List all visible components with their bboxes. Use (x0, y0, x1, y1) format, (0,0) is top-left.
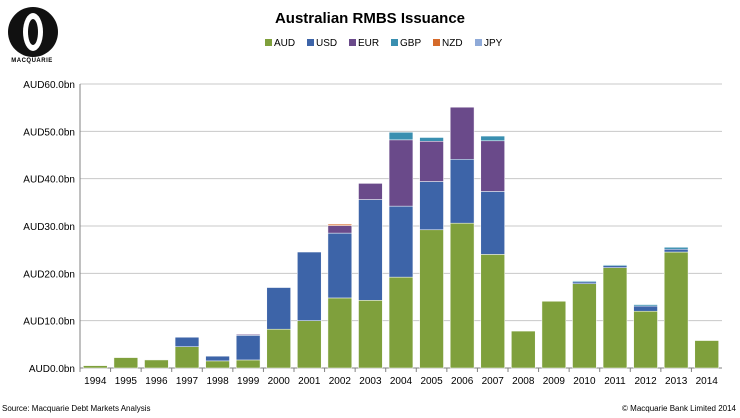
bar-gbp-2013 (663, 247, 689, 250)
x-tick-label: 2000 (268, 376, 291, 387)
x-tick-label: 1998 (206, 376, 229, 387)
x-tick-label: 2013 (665, 376, 688, 387)
bar-aud-2008 (511, 330, 536, 369)
x-tick-label: 2003 (359, 376, 382, 387)
bar-usd-2012 (633, 305, 658, 312)
x-tick-label: 2004 (390, 376, 413, 387)
x-tick-label: 1999 (237, 376, 260, 387)
x-tick-label: 2012 (634, 376, 657, 387)
x-tick-label: 2007 (482, 376, 505, 387)
bar-aud-1995 (113, 357, 139, 369)
bar-aud-2013 (663, 251, 689, 369)
bar-usd-2004 (388, 205, 414, 278)
bar-gbp-2004 (388, 132, 414, 141)
y-tick-label: AUD40.0bn (23, 175, 75, 186)
y-tick-label: AUD60.0bn (23, 80, 75, 91)
bar-aud-2002 (327, 297, 353, 369)
bar-aud-2014 (694, 340, 719, 369)
bar-aud-2006 (449, 222, 475, 369)
bar-aud-1998 (205, 360, 230, 369)
bar-eur-2006 (449, 106, 475, 160)
legend-label-nzd: NZD (442, 38, 463, 49)
bar-aud-2000 (266, 328, 291, 369)
bar-usd-1999 (235, 335, 261, 361)
x-tick-label: 2005 (420, 376, 443, 387)
x-tick-label: 2008 (512, 376, 535, 387)
bar-usd-2002 (327, 232, 353, 299)
x-tick-label: 1994 (84, 376, 107, 387)
legend-swatch-aud (265, 39, 272, 46)
bar-eur-2005 (419, 141, 444, 182)
bar-gbp-2005 (419, 137, 444, 142)
bar-aud-2009 (541, 301, 567, 369)
x-tick-label: 2002 (329, 376, 352, 387)
x-tick-label: 2010 (573, 376, 596, 387)
chart-title: Australian RMBS Issuance (274, 10, 466, 27)
legend-label-gbp: GBP (400, 38, 421, 49)
bar-eur-2007 (480, 140, 505, 192)
legend-swatch-jpy (475, 39, 482, 46)
y-tick-label: AUD10.0bn (23, 317, 75, 328)
bar-aud-1999 (235, 359, 261, 369)
bar-aud-2003 (358, 300, 383, 369)
bar-usd-2003 (358, 199, 383, 301)
bar-usd-1998 (205, 355, 230, 362)
bar-gbp-2010 (572, 280, 597, 283)
bar-usd-2010 (572, 281, 597, 284)
bar-eur-2003 (358, 183, 383, 200)
bar-aud-1994 (83, 365, 108, 369)
x-tick-label: 2011 (604, 376, 626, 387)
bar-aud-2007 (480, 254, 505, 369)
x-tick-label: 1995 (115, 376, 138, 387)
bar-eur-2002 (327, 225, 353, 234)
bar-nzd-2002 (327, 223, 353, 226)
y-tick-label: AUD30.0bn (23, 222, 75, 233)
bar-usd-2001 (297, 251, 322, 321)
y-tick-label: AUD0.0bn (29, 364, 75, 375)
legend-label-jpy: JPY (484, 38, 503, 49)
bar-usd-2007 (480, 191, 505, 255)
copyright-note: © Macquarie Bank Limited 2014 (622, 404, 736, 413)
x-tick-label: 2001 (298, 376, 321, 387)
bar-gbp-2011 (602, 264, 628, 267)
bar-eur-2004 (388, 139, 414, 207)
legend-swatch-gbp (391, 39, 398, 46)
legend-label-eur: EUR (358, 38, 379, 49)
bar-aud-2004 (388, 276, 414, 369)
bar-aud-1997 (174, 346, 200, 369)
y-tick-label: AUD50.0bn (23, 127, 75, 138)
logo-text: MACQUARIE (11, 58, 53, 64)
bar-aud-2005 (419, 229, 444, 369)
legend-swatch-nzd (433, 39, 440, 46)
bar-usd-1997 (174, 336, 200, 347)
x-tick-label: 2009 (543, 376, 566, 387)
bar-aud-2001 (297, 320, 322, 369)
legend-label-usd: USD (316, 38, 337, 49)
bar-aud-2012 (633, 310, 658, 369)
macquarie-logo (6, 4, 60, 64)
legend-swatch-eur (349, 39, 356, 46)
x-tick-label: 2014 (696, 376, 719, 387)
x-tick-label: 2006 (451, 376, 474, 387)
x-tick-label: 1997 (176, 376, 199, 387)
legend-swatch-usd (307, 39, 314, 46)
bar-usd-2013 (663, 248, 689, 253)
x-tick-label: 1996 (145, 376, 168, 387)
bar-usd-2006 (449, 159, 475, 224)
bar-aud-2011 (602, 267, 628, 369)
bar-gbp-2007 (480, 135, 505, 142)
legend-label-aud: AUD (274, 38, 295, 49)
bar-usd-2011 (602, 265, 628, 268)
bar-aud-2010 (572, 283, 597, 369)
bar-eur-1999 (235, 334, 261, 336)
bar-usd-2005 (419, 181, 444, 231)
y-tick-label: AUD20.0bn (23, 269, 75, 280)
macquarie-logo-icon (8, 7, 58, 57)
bar-usd-2000 (266, 287, 291, 330)
source-note: Source: Macquarie Debt Markets Analysis (2, 404, 151, 413)
bar-gbp-2012 (633, 304, 658, 307)
chart-svg: AUD0.0bn AUD10.0bn AUD20.0bn AUD30.0bn AUD40… (23, 38, 722, 387)
bar-aud-1996 (144, 359, 169, 369)
